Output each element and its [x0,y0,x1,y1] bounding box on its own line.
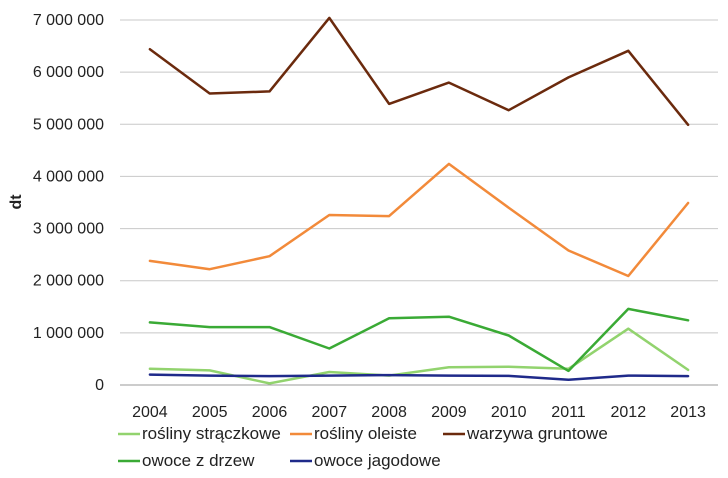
y-tick-label: 2 000 000 [33,273,104,290]
legend-item: rośliny strączkowe [118,424,281,443]
x-tick-label: 2013 [670,404,706,421]
x-tick-label: 2008 [371,404,407,421]
x-tick-label: 2010 [491,404,527,421]
x-tick-label: 2009 [431,404,467,421]
x-tick-label: 2006 [252,404,288,421]
legend-item: warzywa gruntowe [443,424,608,443]
gridlines [120,19,718,386]
legend-label: rośliny strączkowe [142,424,281,443]
y-axis-label: dt [8,194,25,210]
x-tick-label: 2012 [611,404,647,421]
y-tick-label: 1 000 000 [33,325,104,342]
series-line-3 [148,16,690,127]
y-tick-labels: 0 1 000 000 2 000 000 3 000 000 4 000 000 5 0… [33,12,104,394]
y-tick-label: 7 000 000 [33,12,104,29]
legend-item: rośliny oleiste [290,424,417,443]
x-tick-label: 2005 [192,404,228,421]
series-line-2 [148,162,690,278]
legend-item: owoce z drzew [118,451,255,470]
legend-item: owoce jagodowe [290,451,441,470]
series-lines [148,16,690,385]
y-tick-label: 6 000 000 [33,64,104,81]
series-line-5 [148,373,690,382]
legend-label: owoce z drzew [142,451,255,470]
x-tick-labels: 2004 2005 2006 2007 2008 2009 2010 2011 2012 2013 [132,404,706,421]
x-tick-label: 2004 [132,404,168,421]
legend: rośliny strączkowe rośliny oleiste warzywa… [118,424,608,470]
y-tick-label: 0 [95,377,104,394]
series-line-4 [148,307,690,373]
legend-label: rośliny oleiste [314,424,417,443]
legend-label: owoce jagodowe [314,451,441,470]
y-tick-label: 5 000 000 [33,116,104,133]
x-tick-label: 2007 [312,404,348,421]
y-tick-label: 4 000 000 [33,168,104,185]
y-tick-label: 3 000 000 [33,221,104,238]
legend-label: warzywa gruntowe [466,424,608,443]
x-tick-label: 2011 [551,404,586,421]
